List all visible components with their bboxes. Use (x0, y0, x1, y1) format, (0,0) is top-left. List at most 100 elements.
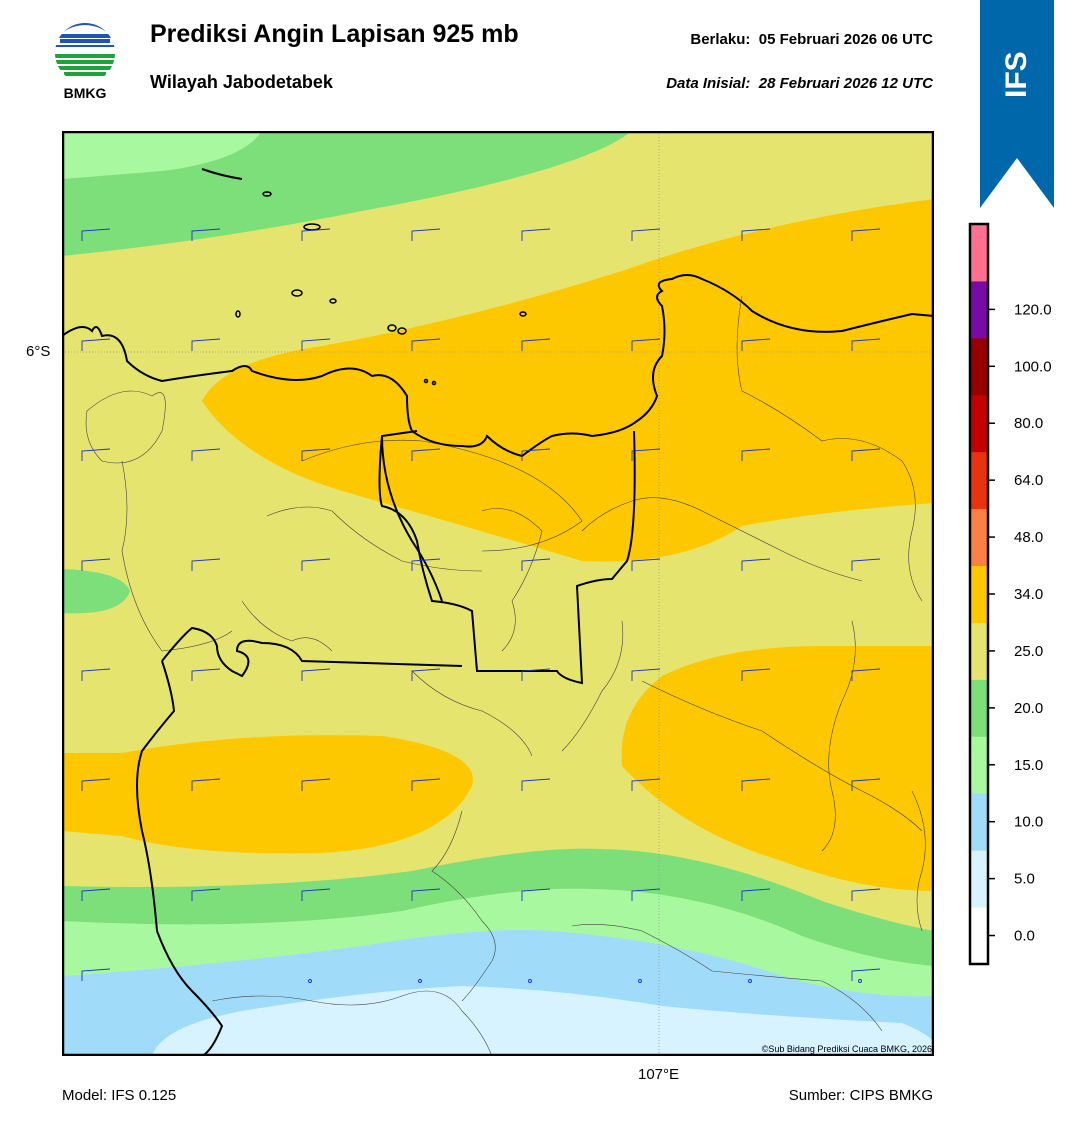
wind-barb (81, 228, 111, 241)
longitude-label: 107°E (638, 1066, 680, 1083)
wind-barb (521, 228, 551, 241)
contour-25-34-sw (62, 735, 473, 854)
calm-wind-marker (418, 979, 422, 983)
colorbar-tick-label: 80.0 (1014, 415, 1043, 432)
wind-barb (411, 888, 441, 901)
colorbar-tick-label: 15.0 (1014, 757, 1043, 774)
wind-barb (521, 668, 551, 681)
contour-10-15-top (62, 131, 262, 179)
colorbar-block (970, 679, 988, 737)
wind-barb (521, 778, 551, 791)
valid-time: Berlaku: 05 Februari 2026 06 UTC (690, 31, 933, 48)
wind-barb (851, 228, 881, 241)
colorbar-tick-label: 48.0 (1014, 529, 1043, 546)
wind-barb (81, 968, 111, 981)
wind-barb (301, 778, 331, 791)
wind-barb (741, 668, 771, 681)
wind-barb (631, 228, 661, 241)
colorbar-block (970, 565, 988, 623)
wind-speed-colorbar: 0.0 5.0 10.0 15.0 20.0 25.0 34.0 48.0 64.0 80.0 10… (968, 222, 1052, 966)
wind-barb (81, 338, 111, 351)
colorbar-tick-label: 5.0 (1014, 871, 1035, 888)
wind-barb (631, 668, 661, 681)
colorbar-tick-label: 34.0 (1014, 586, 1043, 603)
wind-barb (81, 778, 111, 791)
wind-barb (301, 228, 331, 241)
colorbar-block (970, 907, 988, 965)
bmkg-logo-icon (55, 23, 115, 76)
page-title: Prediksi Angin Lapisan 925 mb (150, 20, 519, 48)
islands (235, 191, 527, 386)
wind-barb (301, 888, 331, 901)
valid-label: Berlaku: (690, 31, 751, 48)
colorbar-block (970, 224, 988, 282)
wind-barb (81, 448, 111, 461)
colorbar-tick-label: 0.0 (1014, 928, 1035, 945)
wind-barb (191, 888, 221, 901)
colorbar-block (970, 280, 988, 339)
province-boundaries (136, 430, 636, 1056)
coastline (62, 168, 934, 458)
wind-barb (741, 888, 771, 901)
colorbar-block (970, 850, 988, 908)
wind-barb (411, 338, 441, 351)
init-time: Data Inisial: 28 Februari 2026 12 UTC (666, 75, 933, 92)
wind-barb (631, 448, 661, 461)
region-subtitle: Wilayah Jabodetabek (150, 72, 333, 92)
wind-barb (81, 668, 111, 681)
colorbar-tick-label: 10.0 (1014, 814, 1043, 831)
model-ribbon (980, 0, 1054, 208)
colorbar-block (970, 337, 988, 396)
wind-barb (81, 558, 111, 571)
colorbar-block (970, 508, 988, 567)
wind-barb (191, 558, 221, 571)
wind-barb (631, 558, 661, 571)
valid-value: 05 Februari 2026 06 UTC (758, 31, 933, 48)
contour-15-20-left (62, 569, 130, 614)
wind-barb (741, 778, 771, 791)
colorbar-block (970, 736, 988, 794)
wind-barb (851, 558, 881, 571)
copyright-text: ©Sub Bidang Prediksi Cuaca BMKG, 2026 (761, 1044, 932, 1054)
wind-barb (411, 668, 441, 681)
init-value: 28 Februari 2026 12 UTC (758, 75, 933, 92)
wind-barb (301, 668, 331, 681)
wind-barb (191, 668, 221, 681)
colorbar-block (970, 394, 988, 453)
wind-barb (851, 448, 881, 461)
colorbar-block (970, 622, 988, 680)
map-frame (62, 131, 934, 1056)
wind-barb (301, 558, 331, 571)
wind-barb (521, 558, 551, 571)
calm-wind-marker (638, 979, 642, 983)
init-label: Data Inisial: (666, 75, 751, 92)
wind-barb (191, 338, 221, 351)
wind-barb (631, 888, 661, 901)
wind-barb (741, 338, 771, 351)
wind-barb (521, 338, 551, 351)
colorbar-tick-label: 20.0 (1014, 700, 1043, 717)
wind-barb (81, 888, 111, 901)
wind-barb (631, 338, 661, 351)
wind-barb (411, 448, 441, 461)
wind-barb (521, 888, 551, 901)
wind-map (62, 131, 934, 1056)
calm-wind-marker (308, 979, 312, 983)
wind-barb (851, 888, 881, 901)
wind-barb (191, 448, 221, 461)
source-info: Sumber: CIPS BMKG (788, 1087, 933, 1104)
wind-barb (631, 778, 661, 791)
wind-barb (411, 228, 441, 241)
contour-0-5 (152, 986, 934, 1056)
colorbar-block (970, 793, 988, 851)
wind-barb (741, 228, 771, 241)
wind-barb (741, 448, 771, 461)
wind-barb (301, 448, 331, 461)
logo-text: BMKG (63, 85, 107, 101)
ribbon-text: IFS (1000, 51, 1033, 99)
latitude-label: 6°S (26, 343, 51, 360)
wind-barb (411, 778, 441, 791)
wind-barb (411, 558, 441, 571)
wind-barb (191, 778, 221, 791)
wind-barbs (81, 228, 881, 983)
